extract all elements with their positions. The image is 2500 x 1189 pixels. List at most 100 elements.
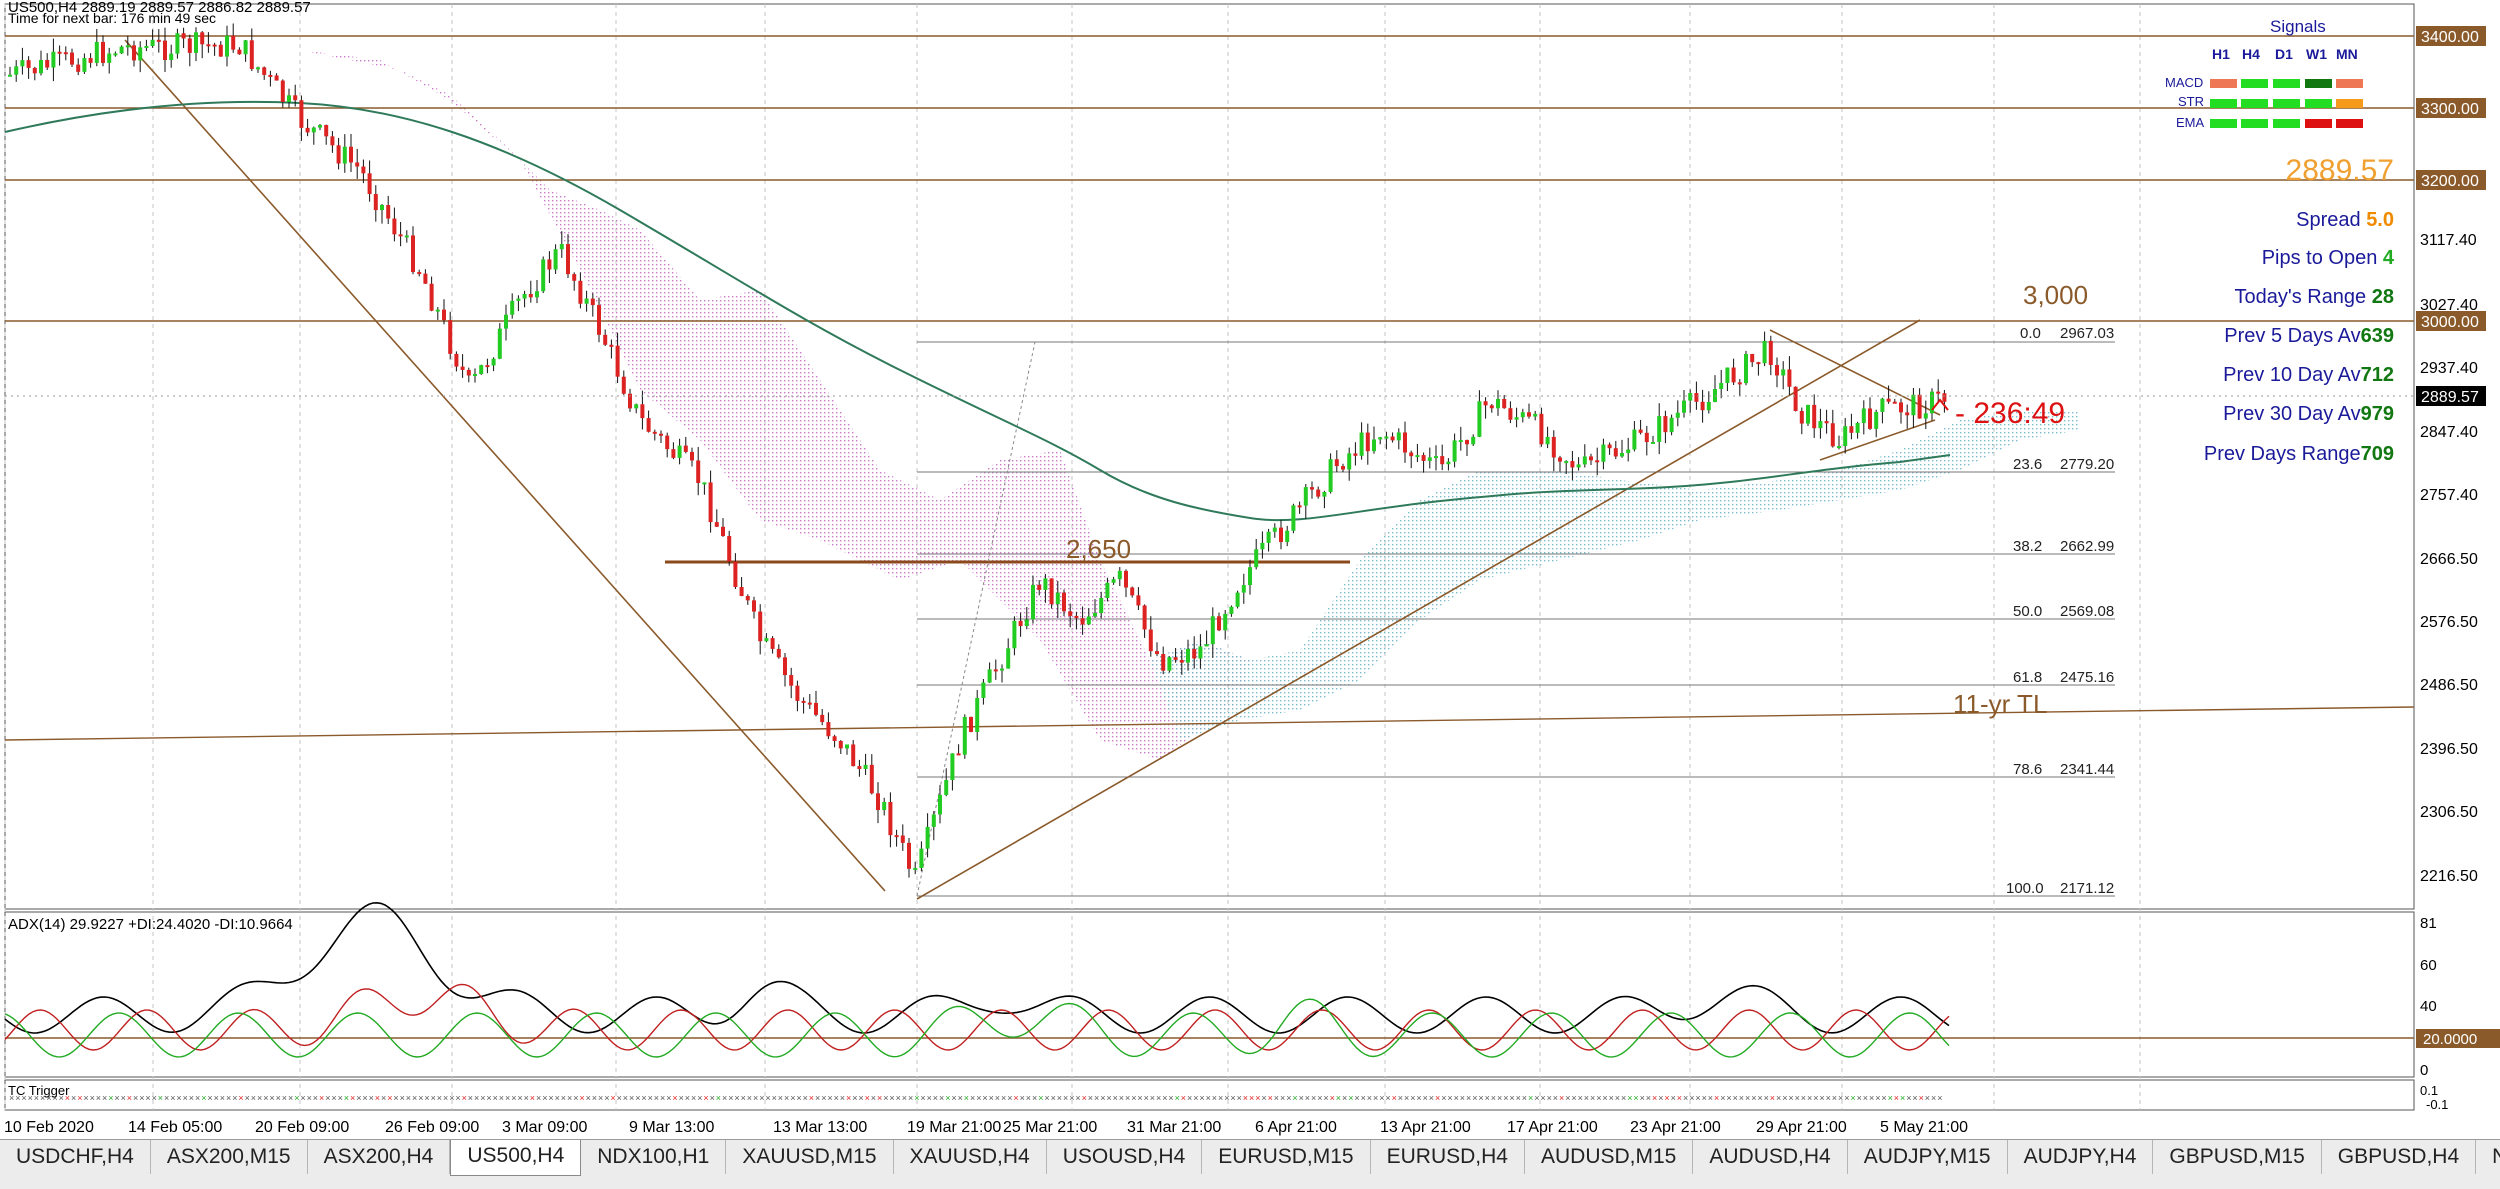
chart-tab[interactable]: AUDUSD,M15	[1525, 1140, 1694, 1174]
candle-body	[1279, 527, 1283, 543]
svg-text:×: ×	[1020, 1093, 1025, 1103]
chart-tab[interactable]: USOUSD,H4	[1047, 1140, 1203, 1174]
candle-body	[1750, 353, 1755, 363]
svg-text:20.0000: 20.0000	[2423, 1031, 2477, 1048]
svg-text:×: ×	[1857, 1093, 1862, 1103]
candle-body	[1458, 440, 1463, 443]
svg-text:×: ×	[1689, 1093, 1694, 1103]
candle-body	[1111, 579, 1116, 583]
candle-body	[1173, 657, 1178, 660]
svg-text:×: ×	[257, 1093, 262, 1103]
candle-body	[1415, 455, 1420, 458]
chart-tab[interactable]: GBPUSD,H4	[2322, 1140, 2477, 1174]
chart-tab[interactable]: XAUUSD,M15	[726, 1140, 894, 1174]
candle-body	[324, 124, 329, 137]
candle-body	[1074, 615, 1079, 619]
svg-text:×: ×	[809, 1093, 814, 1103]
candle-body	[1874, 411, 1879, 429]
candle-body	[956, 753, 961, 756]
candle-body	[1706, 401, 1711, 411]
svg-text:×: ×	[406, 1093, 411, 1103]
candle-body	[249, 40, 254, 70]
svg-text:×: ×	[474, 1093, 479, 1103]
candle-body	[45, 59, 50, 68]
chart-tab[interactable]: EURUSD,M15	[1202, 1140, 1371, 1174]
candle-body	[541, 259, 546, 292]
candle-body	[454, 353, 459, 367]
signal-cell	[2305, 99, 2332, 108]
candle-body	[826, 722, 831, 737]
chart-tab[interactable]: AUDJPY,M15	[1848, 1140, 2008, 1174]
svg-text:2889.57: 2889.57	[2421, 389, 2479, 406]
candle-body	[70, 52, 74, 65]
chart-tab[interactable]: US500,H4	[450, 1140, 582, 1176]
svg-text:×: ×	[207, 1093, 212, 1103]
candle-body	[795, 685, 800, 701]
candle-body	[107, 53, 112, 63]
timer-header: Time for next bar: 176 min 49 sec	[8, 10, 216, 26]
candle-body	[528, 294, 533, 298]
svg-text:×: ×	[1807, 1093, 1812, 1103]
svg-text:×: ×	[1156, 1093, 1161, 1103]
candle-body	[1508, 408, 1513, 420]
svg-text:×: ×	[1175, 1093, 1180, 1103]
svg-text:×: ×	[1664, 1093, 1669, 1103]
svg-text:×: ×	[1801, 1093, 1806, 1103]
candle-body	[1607, 444, 1612, 449]
candle-body	[677, 445, 682, 458]
svg-text:×: ×	[59, 1093, 64, 1103]
svg-text:×: ×	[1912, 1093, 1917, 1103]
chart-tab[interactable]: AUDUSD,H4	[1693, 1140, 1848, 1174]
price-axis-tick: 2576.50	[2420, 614, 2478, 631]
candle-body	[1062, 592, 1066, 612]
svg-text:×: ×	[964, 1093, 969, 1103]
chart-tab[interactable]: AUDJPY,H4	[2008, 1140, 2154, 1174]
svg-text:×: ×	[1237, 1093, 1242, 1103]
chart-tab[interactable]: GBPUSD,M15	[2153, 1140, 2322, 1174]
svg-text:×: ×	[790, 1093, 795, 1103]
candle-body	[1700, 401, 1705, 411]
svg-text:×: ×	[1584, 1093, 1589, 1103]
candle-body	[1024, 619, 1029, 627]
chart-tab[interactable]: EURUSD,H4	[1371, 1140, 1525, 1174]
signal-cell	[2210, 79, 2237, 88]
svg-text:×: ×	[1776, 1093, 1781, 1103]
svg-text:×: ×	[1826, 1093, 1831, 1103]
svg-text:×: ×	[1652, 1093, 1657, 1103]
svg-text:×: ×	[133, 1093, 138, 1103]
svg-text:×: ×	[710, 1093, 715, 1103]
info-prev5: Prev 5 Days Av639	[2224, 325, 2394, 347]
svg-text:×: ×	[1125, 1093, 1130, 1103]
svg-text:×: ×	[567, 1093, 572, 1103]
svg-text:×: ×	[1819, 1093, 1824, 1103]
candle-body	[404, 235, 409, 238]
candle-body	[1124, 570, 1128, 588]
candle-body	[299, 100, 304, 128]
svg-text:×: ×	[1330, 1093, 1335, 1103]
chart-area[interactable]: × × × × × × × × × × × × × × × × × × × × × × × × × × × × × × × × × × × × × × × ×…	[0, 0, 2500, 1139]
candle-body	[1266, 531, 1271, 543]
svg-text:×: ×	[1230, 1093, 1235, 1103]
chart-tab[interactable]: NZDUSD,M15	[2476, 1140, 2500, 1174]
signal-cell	[2273, 79, 2300, 88]
candle-body	[1719, 382, 1724, 390]
chart-tab[interactable]: NDX100,H1	[581, 1140, 727, 1174]
chart-tab[interactable]: ASX200,H4	[308, 1140, 451, 1174]
candle-body	[268, 74, 273, 77]
svg-text:×: ×	[96, 1093, 101, 1103]
candle-body	[256, 67, 260, 70]
svg-text:×: ×	[1559, 1093, 1564, 1103]
annotation-2650: 2,650	[1066, 534, 1131, 564]
candle-body	[1756, 362, 1761, 365]
svg-text:×: ×	[734, 1093, 739, 1103]
svg-text:×: ×	[1832, 1093, 1837, 1103]
svg-text:×: ×	[1385, 1093, 1390, 1103]
candle-body	[1446, 461, 1451, 465]
svg-text:×: ×	[561, 1093, 566, 1103]
chart-tab[interactable]: ASX200,M15	[151, 1140, 308, 1174]
price-axis-tick: 2306.50	[2420, 804, 2478, 821]
chart-tab[interactable]: USDCHF,H4	[0, 1140, 151, 1174]
chart-tab[interactable]: XAUUSD,H4	[894, 1140, 1047, 1174]
svg-text:×: ×	[108, 1093, 113, 1103]
svg-text:×: ×	[889, 1093, 894, 1103]
